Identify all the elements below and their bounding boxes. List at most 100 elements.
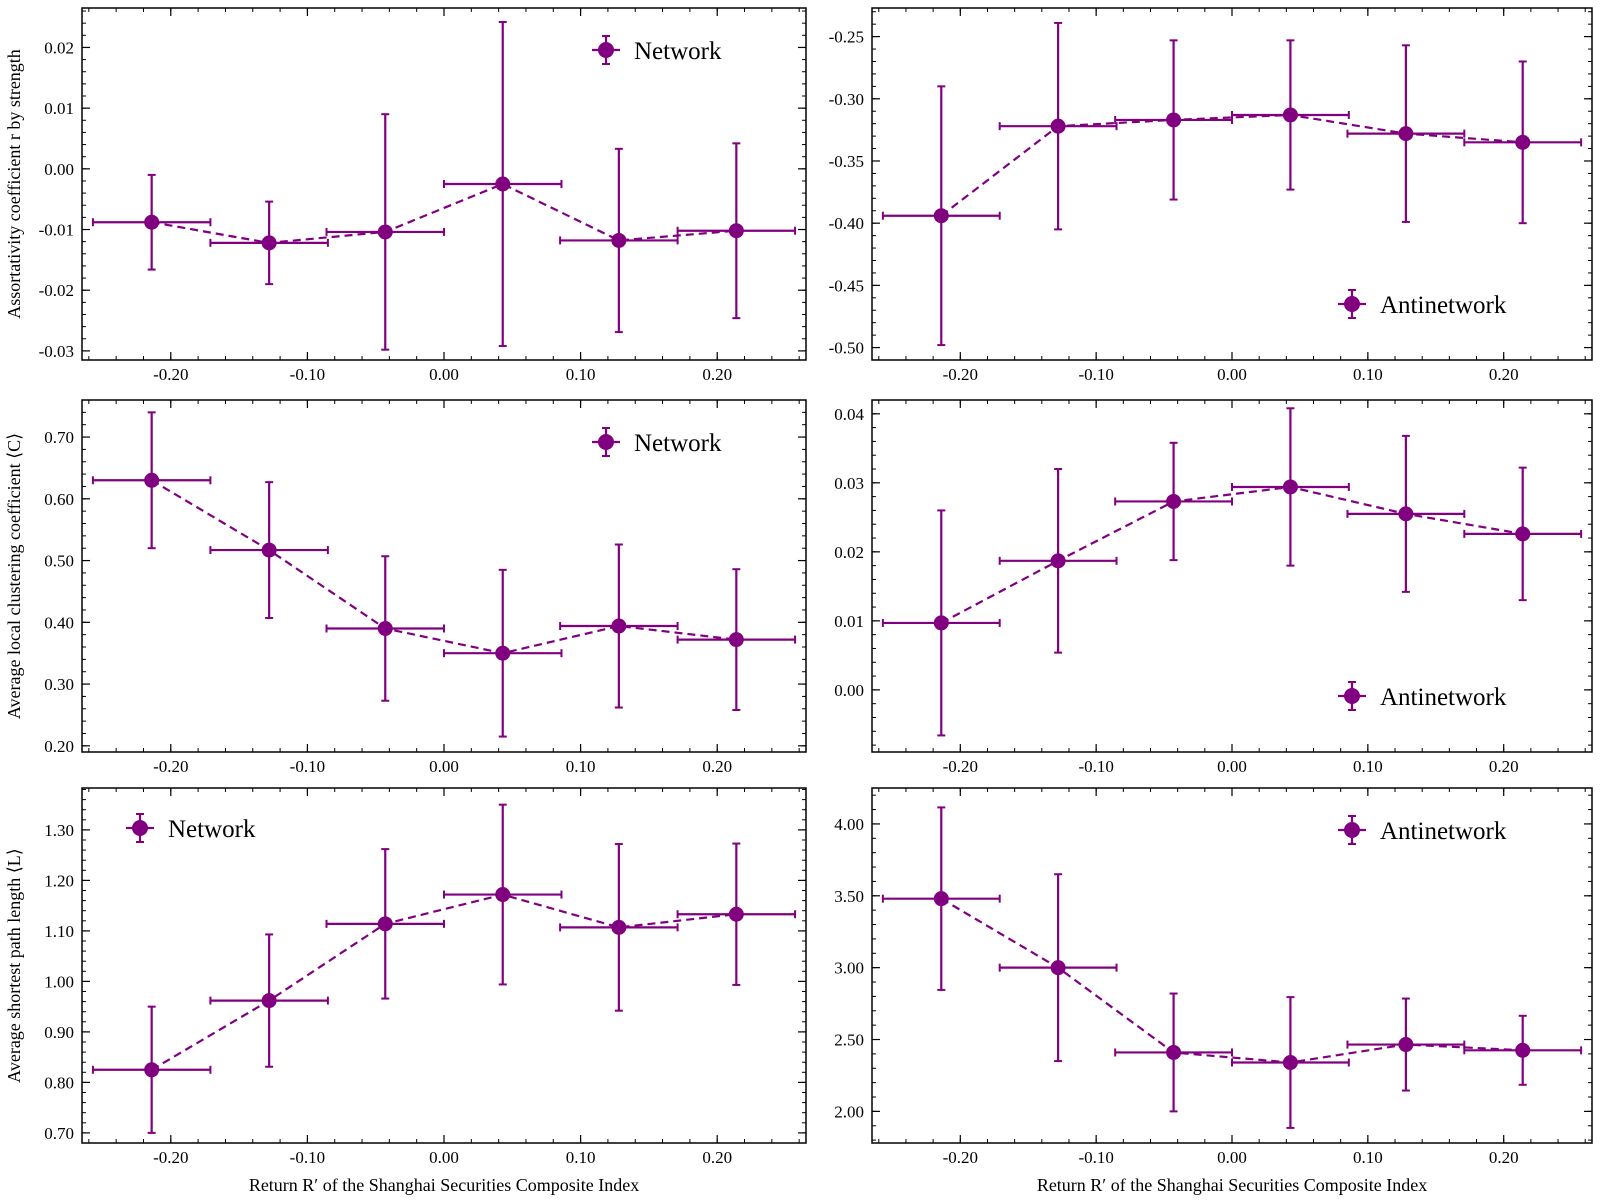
series-line bbox=[151, 479, 737, 655]
plot-frame bbox=[81, 7, 807, 361]
data-point bbox=[377, 620, 393, 636]
legend-marker bbox=[132, 820, 148, 836]
x-tick-label: -0.10 bbox=[290, 365, 325, 384]
legend-label: Antinetwork bbox=[1380, 818, 1507, 845]
series-line bbox=[940, 897, 1523, 1064]
data-point bbox=[1398, 126, 1414, 142]
legend-label: Network bbox=[168, 816, 256, 843]
y-tick-label: 1.30 bbox=[44, 821, 74, 840]
legend: Network bbox=[592, 35, 722, 65]
x-tick-label: 0.20 bbox=[1489, 757, 1519, 776]
panel-middle-left: -0.20 -0.10 0.00 0.10 0.20 0.20 0.30 0.40 0.50 0.… bbox=[4, 399, 807, 776]
x-tick-label: 0.20 bbox=[1489, 365, 1519, 384]
x-axis-title: Return R′ of the Shanghai Securities Com… bbox=[249, 1175, 639, 1195]
data-point bbox=[261, 542, 277, 558]
data-point bbox=[495, 176, 511, 192]
series-line bbox=[940, 485, 1523, 624]
y-tick-label: 0.80 bbox=[44, 1073, 74, 1092]
data-point bbox=[1515, 134, 1531, 150]
x-tick-label: 0.20 bbox=[702, 757, 732, 776]
legend-label: Network bbox=[634, 38, 722, 65]
y-tick-label: 0.30 bbox=[44, 675, 74, 694]
y-tick-label: 1.10 bbox=[44, 922, 74, 941]
legend-marker bbox=[598, 42, 614, 58]
x-tick-label: 0.10 bbox=[1353, 1148, 1383, 1167]
y-tick-label: -0.35 bbox=[829, 152, 864, 171]
x-tick-label: -0.20 bbox=[943, 365, 978, 384]
y-tick-label: -0.02 bbox=[39, 281, 74, 300]
y-tick-label: 0.90 bbox=[44, 1023, 74, 1042]
y-tick-label: 3.00 bbox=[834, 959, 864, 978]
data-point bbox=[611, 618, 627, 634]
x-tick-label: 0.00 bbox=[429, 1148, 459, 1167]
data-point bbox=[144, 472, 160, 488]
x-tick-label: 0.10 bbox=[1353, 365, 1383, 384]
data-point bbox=[495, 645, 511, 661]
legend-marker bbox=[1344, 688, 1360, 704]
y-tick-label: -0.40 bbox=[829, 214, 864, 233]
x-tick-label: 0.10 bbox=[566, 1148, 596, 1167]
plot-frame bbox=[81, 787, 807, 1144]
legend-label: Antinetwork bbox=[1380, 684, 1507, 711]
legend-marker bbox=[1344, 822, 1360, 838]
panel-bottom-left: -0.20 -0.10 0.00 0.10 0.20 0.70 0.80 0.90 1.00 1.… bbox=[4, 787, 807, 1195]
y-tick-label: 0.01 bbox=[834, 612, 864, 631]
data-point bbox=[1282, 107, 1298, 123]
data-point bbox=[728, 632, 744, 648]
data-point bbox=[377, 916, 393, 932]
y-tick-label: 0.02 bbox=[44, 38, 74, 57]
y-tick-label: -0.03 bbox=[39, 342, 74, 361]
y-tick-label: 0.70 bbox=[44, 1124, 74, 1143]
y-tick-label: -0.50 bbox=[829, 339, 864, 358]
data-point bbox=[933, 891, 949, 907]
y-tick-label: 3.50 bbox=[834, 887, 864, 906]
x-tick-label: 0.20 bbox=[1489, 1148, 1519, 1167]
panel-top-right: -0.20 -0.10 0.00 0.10 0.20 -0.50 -0.45 -0.40 -0.… bbox=[829, 7, 1593, 384]
x-tick-label: -0.20 bbox=[943, 757, 978, 776]
x-tick-label: -0.20 bbox=[943, 1148, 978, 1167]
plot-frame bbox=[81, 399, 807, 753]
x-tick-label: 0.00 bbox=[1217, 757, 1247, 776]
data-point bbox=[1515, 526, 1531, 542]
y-tick-label: 4.00 bbox=[834, 815, 864, 834]
plot-frame bbox=[871, 399, 1593, 753]
legend-marker bbox=[598, 434, 614, 450]
x-tick-label: 0.00 bbox=[1217, 1148, 1247, 1167]
data-point bbox=[144, 214, 160, 230]
data-point bbox=[261, 993, 277, 1009]
y-axis-title: Assortativity coefficient r by strength bbox=[4, 49, 24, 319]
legend: Network bbox=[592, 427, 722, 457]
x-tick-label: 0.10 bbox=[566, 365, 596, 384]
y-tick-label: 0.00 bbox=[44, 160, 74, 179]
data-point bbox=[1166, 1044, 1182, 1060]
y-tick-label: 0.03 bbox=[834, 474, 864, 493]
legend-label: Network bbox=[634, 430, 722, 457]
x-tick-label: -0.10 bbox=[290, 757, 325, 776]
data-point bbox=[728, 223, 744, 239]
x-axis-title: Return R′ of the Shanghai Securities Com… bbox=[1037, 1175, 1427, 1195]
data-point bbox=[377, 224, 393, 240]
data-point bbox=[495, 887, 511, 903]
data-point bbox=[1398, 506, 1414, 522]
panel-middle-right: -0.20 -0.10 0.00 0.10 0.20 0.00 0.01 0.02 0.03 0.… bbox=[834, 399, 1593, 776]
data-point bbox=[1050, 960, 1066, 976]
y-tick-label: -0.25 bbox=[829, 28, 864, 47]
legend: Antinetwork bbox=[1338, 815, 1507, 845]
data-point bbox=[1166, 493, 1182, 509]
legend-marker bbox=[1344, 296, 1360, 312]
y-tick-label: 2.50 bbox=[834, 1031, 864, 1050]
plot-frame bbox=[871, 7, 1593, 361]
panel-top-left: -0.20 -0.10 0.00 0.10 0.20 -0.03 -0.02 -0.01 0.0… bbox=[4, 7, 807, 384]
data-point bbox=[1050, 118, 1066, 134]
data-point bbox=[933, 615, 949, 631]
data-point bbox=[1515, 1042, 1531, 1058]
series-line bbox=[151, 893, 737, 1071]
data-point bbox=[1282, 1055, 1298, 1071]
data-point bbox=[933, 208, 949, 224]
x-tick-label: -0.20 bbox=[153, 757, 188, 776]
y-tick-label: 2.00 bbox=[834, 1102, 864, 1121]
y-tick-label: 0.00 bbox=[834, 681, 864, 700]
x-tick-label: -0.10 bbox=[290, 1148, 325, 1167]
y-tick-label: 0.01 bbox=[44, 99, 74, 118]
